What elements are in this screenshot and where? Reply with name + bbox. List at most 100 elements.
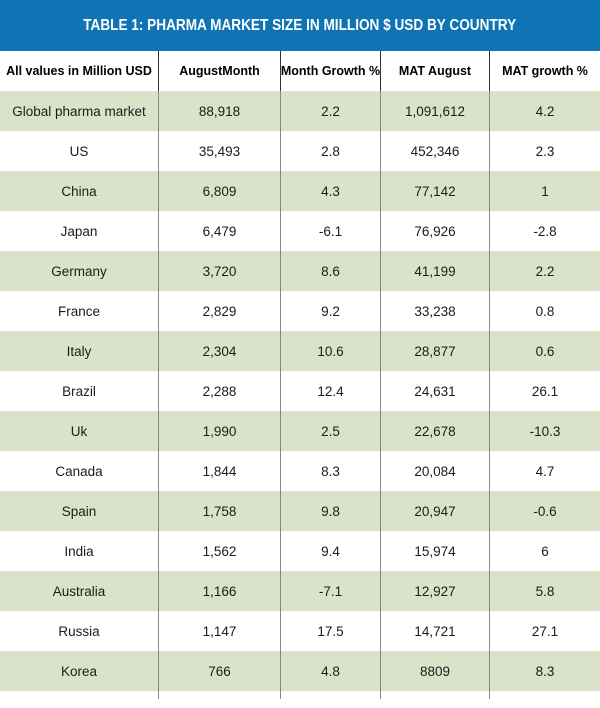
value-cell: 24,631: [381, 371, 490, 411]
value-cell: 4.2: [535, 103, 555, 119]
value-cell: -0.6: [533, 503, 557, 519]
table-row: US 35,493 2.8 452,346 2.3: [0, 131, 600, 171]
value-cell: 6,479: [159, 211, 281, 251]
value-cell: 766: [159, 651, 281, 691]
country-cell: Uk: [0, 411, 159, 451]
table-row: Australia 1,166 -7.1 12,927 5.8: [0, 571, 600, 611]
value-cell: 9.4: [281, 531, 381, 571]
table-row: Global pharma market 88,918 2.2 1,091,612 4.…: [0, 91, 600, 131]
country-cell: US: [0, 131, 159, 171]
value-cell: 5.8: [535, 583, 555, 599]
country-cell: Korea: [0, 651, 159, 691]
table-body: Global pharma market 88,918 2.2 1,091,612 4.…: [0, 91, 600, 691]
country-cell: Italy: [0, 331, 159, 371]
value-cell: 33,238: [381, 291, 490, 331]
table-row: China 6,809 4.3 77,142 1: [0, 171, 600, 211]
value-cell: -2.8: [533, 223, 557, 239]
value-cell: 27.1: [531, 623, 559, 639]
country-cell: Germany: [0, 251, 159, 291]
value-cell: 2.8: [281, 131, 381, 171]
value-cell: 2,304: [159, 331, 281, 371]
value-cell: 1,166: [159, 571, 281, 611]
country-cell: Russia: [0, 611, 159, 651]
value-cell: 1,990: [159, 411, 281, 451]
table-row: India 1,562 9.4 15,974 6: [0, 531, 600, 571]
divider-stub-cell: [490, 691, 600, 699]
country-cell: France: [0, 291, 159, 331]
value-cell: 2,829: [159, 291, 281, 331]
value-cell: 10.6: [281, 331, 381, 371]
value-cell: 15,974: [381, 531, 490, 571]
value-cell: 1,562: [159, 531, 281, 571]
value-cell: 1,844: [159, 451, 281, 491]
divider-stub-cell: [281, 691, 381, 699]
value-cell: 2.2: [535, 263, 555, 279]
value-cell: 0.8: [535, 303, 555, 319]
value-cell: 8.3: [281, 451, 381, 491]
value-cell: 2.2: [281, 91, 381, 131]
value-cell: 8809: [381, 651, 490, 691]
value-cell: 1,758: [159, 491, 281, 531]
value-cell: 1: [541, 183, 549, 199]
table-row: Japan 6,479 -6.1 76,926 -2.8: [0, 211, 600, 251]
table-row: Germany 3,720 8.6 41,199 2.2: [0, 251, 600, 291]
table-row: Brazil 2,288 12.4 24,631 26.1: [0, 371, 600, 411]
value-cell: 0.6: [535, 343, 555, 359]
country-cell: Brazil: [0, 371, 159, 411]
value-cell: 1,091,612: [381, 91, 490, 131]
value-cell: 4.3: [281, 171, 381, 211]
divider-stub-cell: [159, 691, 281, 699]
column-header: MAT growth %: [502, 64, 588, 78]
column-header: Month Growth %: [281, 51, 381, 91]
country-cell: Australia: [0, 571, 159, 611]
value-cell: 77,142: [381, 171, 490, 211]
value-cell: -10.3: [529, 423, 561, 439]
value-cell: 22,678: [381, 411, 490, 451]
value-cell: 1,147: [159, 611, 281, 651]
country-cell: India: [0, 531, 159, 571]
value-cell: -6.1: [281, 211, 381, 251]
country-cell: Spain: [0, 491, 159, 531]
value-cell: 14,721: [381, 611, 490, 651]
value-cell: 2.5: [281, 411, 381, 451]
value-cell: 6,809: [159, 171, 281, 211]
table-row: Italy 2,304 10.6 28,877 0.6: [0, 331, 600, 371]
value-cell: 4.8: [281, 651, 381, 691]
value-cell: 20,947: [381, 491, 490, 531]
table-row: Russia 1,147 17.5 14,721 27.1: [0, 611, 600, 651]
value-cell: 35,493: [159, 131, 281, 171]
divider-stub-cell: [381, 691, 490, 699]
column-header: MAT August: [381, 51, 490, 91]
divider-stub: [0, 691, 600, 699]
country-cell: Japan: [0, 211, 159, 251]
divider-stub-cell: [0, 691, 159, 699]
table-row: Canada 1,844 8.3 20,084 4.7: [0, 451, 600, 491]
value-cell: 12,927: [381, 571, 490, 611]
value-cell: 8.3: [535, 663, 555, 679]
value-cell: 3,720: [159, 251, 281, 291]
value-cell: 76,926: [381, 211, 490, 251]
country-cell: Global pharma market: [0, 91, 159, 131]
value-cell: -7.1: [281, 571, 381, 611]
table-title-bar: TABLE 1: PHARMA MARKET SIZE IN MILLION $…: [0, 0, 600, 51]
table-title: TABLE 1: PHARMA MARKET SIZE IN MILLION $…: [83, 16, 517, 34]
value-cell: 28,877: [381, 331, 490, 371]
value-cell: 41,199: [381, 251, 490, 291]
column-header: All values in Million USD: [0, 51, 159, 91]
value-cell: 4.7: [535, 463, 555, 479]
value-cell: 20,084: [381, 451, 490, 491]
value-cell: 9.8: [281, 491, 381, 531]
value-cell: 88,918: [159, 91, 281, 131]
value-cell: 6: [541, 543, 549, 559]
country-cell: China: [0, 171, 159, 211]
table-row: France 2,829 9.2 33,238 0.8: [0, 291, 600, 331]
value-cell: 26.1: [531, 383, 559, 399]
header-row: All values in Million USD AugustMonth Mont…: [0, 51, 600, 91]
value-cell: 452,346: [381, 131, 490, 171]
value-cell: 9.2: [281, 291, 381, 331]
value-cell: 8.6: [281, 251, 381, 291]
country-cell: Canada: [0, 451, 159, 491]
table-row: Uk 1,990 2.5 22,678 -10.3: [0, 411, 600, 451]
value-cell: 12.4: [281, 371, 381, 411]
